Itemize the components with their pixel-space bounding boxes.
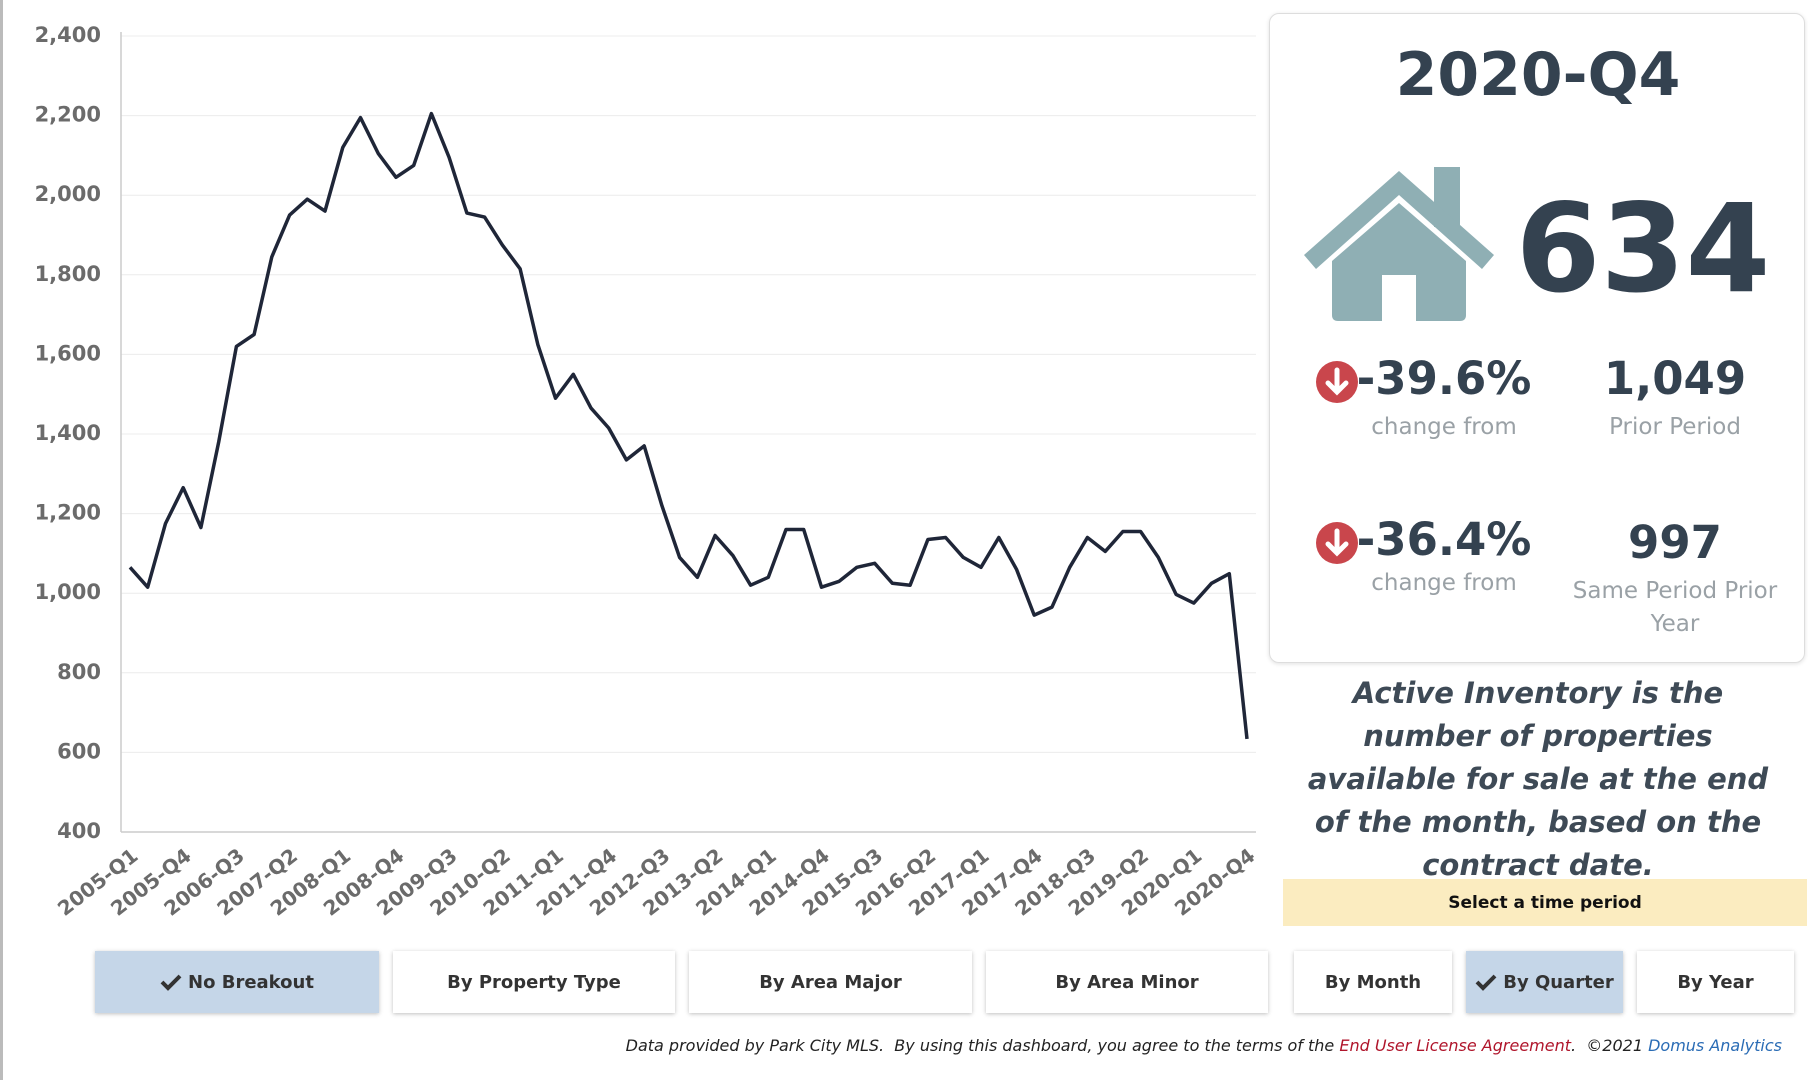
y-tick-label: 800: [57, 660, 101, 684]
prior-year-value: 997: [1628, 516, 1722, 569]
y-tick-label: 600: [57, 739, 101, 763]
button-label: No Breakout: [188, 971, 314, 993]
change-label: change from: [1371, 570, 1517, 596]
button[interactable]: By Area Minor: [986, 951, 1268, 1013]
button[interactable]: By Property Type: [393, 951, 675, 1013]
down-icon: [1316, 522, 1358, 564]
button[interactable]: By Month: [1294, 951, 1452, 1013]
prior-year-label: Same Period Prior Year: [1572, 578, 1778, 637]
button-label: By Quarter: [1503, 971, 1614, 993]
company-link[interactable]: Domus Analytics: [1648, 1036, 1782, 1055]
button[interactable]: By Quarter: [1466, 951, 1623, 1013]
down-icon: [1316, 361, 1358, 403]
button-label: By Area Minor: [1055, 971, 1199, 993]
check-icon: [1475, 974, 1497, 991]
description: Active Inventory is the number of proper…: [1307, 676, 1769, 882]
y-tick-label: 1,600: [35, 341, 101, 365]
y-tick-label: 1,200: [35, 501, 101, 525]
prior-label: Prior Period: [1609, 414, 1741, 440]
check-icon: [160, 974, 182, 991]
y-tick-label: 400: [57, 819, 101, 843]
change-value: -36.4%: [1356, 513, 1532, 566]
button[interactable]: By Area Major: [689, 951, 972, 1013]
y-tick-label: 2,400: [35, 23, 101, 47]
button-label: By Month: [1324, 971, 1422, 993]
period-label: Select a time period: [1283, 879, 1807, 926]
button[interactable]: By Year: [1637, 951, 1794, 1013]
button-label: By Year: [1677, 971, 1754, 993]
period-title: 2020-Q4: [1395, 40, 1681, 110]
prior-value: 1,049: [1603, 352, 1747, 405]
change-value: -39.6%: [1356, 352, 1532, 405]
line: [128, 111, 1249, 740]
house-icon: [1304, 167, 1494, 321]
license-link[interactable]: End User License Agreement: [1339, 1036, 1572, 1055]
y-tick-label: 1,000: [35, 580, 101, 604]
chart: 400 600 800 1,000 1,200 1,400 1,600 1,800 2,000 2…: [35, 23, 1260, 921]
footer-text: . ©2021: [1571, 1036, 1649, 1055]
button-label: By Area Major: [759, 971, 902, 993]
summary-card: [1269, 13, 1805, 663]
button-label: By Property Type: [447, 971, 621, 993]
y-tick-label: 2,000: [35, 182, 101, 206]
y-tick-label: 2,200: [35, 103, 101, 127]
main-value: 634: [1515, 178, 1771, 320]
change-label: change from: [1371, 414, 1517, 440]
footer: Data provided by Park City MLS. By using…: [626, 1036, 1782, 1055]
footer-text: Data provided by Park City MLS. By using…: [625, 1036, 1340, 1055]
button[interactable]: No Breakout: [95, 951, 379, 1013]
y-tick-label: 1,800: [35, 262, 101, 286]
y-tick-label: 1,400: [35, 421, 101, 445]
